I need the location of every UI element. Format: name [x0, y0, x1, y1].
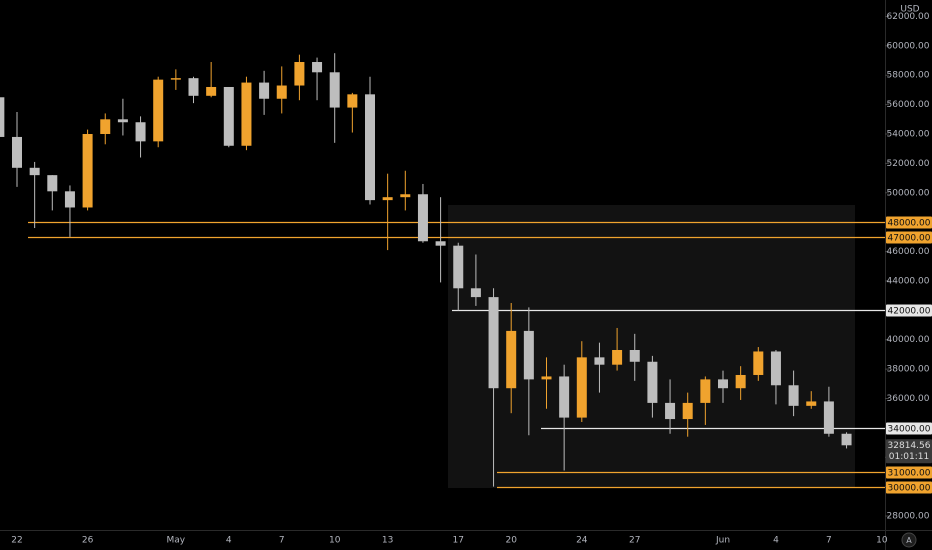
- candle-body: [823, 401, 834, 434]
- level-label: 48000.00: [888, 219, 931, 229]
- x-tick-label: 7: [279, 536, 285, 546]
- candle-body: [629, 350, 640, 362]
- candle-body: [841, 433, 852, 446]
- x-tick-label: 10: [329, 536, 341, 546]
- y-tick-label: 50000.00: [887, 188, 930, 198]
- candle-body: [206, 86, 217, 96]
- candle-body: [47, 175, 58, 192]
- last-price-label: 32814.56: [888, 441, 931, 451]
- level-label-box: [886, 466, 932, 479]
- candle-body: [735, 374, 746, 389]
- y-tick-label: 36000.00: [887, 394, 930, 404]
- level-label: 30000.00: [888, 484, 931, 494]
- y-tick-label: 28000.00: [887, 512, 930, 522]
- autoscale-label[interactable]: A: [906, 536, 912, 545]
- candle-body: [470, 288, 481, 298]
- candle-body: [241, 82, 252, 146]
- candle-body: [682, 402, 693, 420]
- candle-body: [594, 357, 605, 365]
- y-tick-label: 56000.00: [887, 100, 930, 110]
- candle-body: [347, 94, 358, 108]
- candle-body: [329, 72, 340, 108]
- candle-body: [506, 330, 517, 389]
- candle-body: [576, 357, 587, 418]
- y-tick-label: 60000.00: [887, 41, 930, 51]
- candle-body: [612, 350, 623, 365]
- candle-body: [294, 62, 305, 86]
- level-label-box: [886, 216, 932, 229]
- candle-body: [753, 351, 764, 375]
- candle-body: [647, 361, 658, 403]
- x-tick-label: 20: [505, 536, 517, 546]
- y-tick-label: 38000.00: [887, 365, 930, 375]
- candle-body: [718, 379, 728, 389]
- candle-body: [0, 97, 5, 137]
- candle-body: [29, 167, 40, 176]
- y-tick-label: 52000.00: [887, 159, 930, 169]
- candle-body: [135, 122, 146, 142]
- autoscale-button[interactable]: [901, 532, 917, 548]
- x-tick-label: 17: [453, 536, 464, 546]
- x-tick-label: 26: [82, 536, 94, 546]
- level-label-box: [886, 422, 932, 435]
- candle-body: [365, 94, 375, 201]
- y-tick-label: 62000.00: [887, 12, 930, 22]
- candle-body: [770, 351, 781, 386]
- candle-body: [400, 194, 411, 198]
- candle-body: [523, 330, 534, 380]
- candle-body: [259, 82, 270, 99]
- candle-body: [64, 191, 75, 208]
- candle-body: [100, 119, 111, 135]
- candle-body: [453, 245, 464, 289]
- x-tick-label: 24: [576, 536, 588, 546]
- candle-body: [806, 401, 817, 406]
- candle-body: [541, 376, 552, 380]
- y-tick-label: 44000.00: [887, 276, 930, 286]
- last-price-box: [886, 439, 932, 464]
- candle-body: [276, 85, 287, 99]
- y-tick-label: 54000.00: [887, 130, 930, 140]
- candle-body: [312, 62, 323, 73]
- x-tick-label: 10: [876, 536, 888, 546]
- candle-body: [382, 197, 393, 201]
- level-label: 42000.00: [888, 307, 931, 317]
- candle-body: [12, 136, 22, 168]
- x-tick-label: 4: [226, 536, 232, 546]
- x-tick-label: 4: [773, 536, 779, 546]
- y-tick-label: 40000.00: [887, 335, 930, 345]
- candle-body: [559, 376, 570, 418]
- candle-body: [488, 297, 499, 389]
- candle-body: [435, 241, 446, 246]
- y-tick-label: 46000.00: [887, 247, 930, 257]
- candle-body: [170, 78, 181, 80]
- candle-body: [417, 194, 428, 242]
- x-tick-label: 13: [382, 536, 393, 546]
- candle-body: [665, 402, 676, 420]
- x-tick-label: 27: [629, 536, 640, 546]
- x-tick-label: Jun: [715, 536, 730, 546]
- x-tick-label: 22: [11, 536, 22, 546]
- level-label: 34000.00: [888, 425, 931, 435]
- x-tick-label: 7: [826, 536, 832, 546]
- candle-body: [188, 78, 199, 96]
- candle-body: [223, 86, 234, 146]
- level-label-box: [886, 304, 932, 317]
- countdown-label: 01:01:11: [889, 452, 929, 462]
- level-label-box: [886, 481, 932, 494]
- level-label: 31000.00: [888, 469, 931, 479]
- candle-body: [153, 79, 164, 142]
- x-tick-label: May: [167, 536, 186, 546]
- candle-body: [700, 379, 711, 403]
- y-tick-label: 58000.00: [887, 71, 930, 81]
- candle-body: [117, 119, 128, 123]
- level-label-box: [886, 231, 932, 244]
- level-label: 47000.00: [888, 234, 931, 244]
- currency-label: USD: [900, 5, 919, 15]
- candle-body: [82, 134, 93, 208]
- candle-body: [788, 385, 799, 406]
